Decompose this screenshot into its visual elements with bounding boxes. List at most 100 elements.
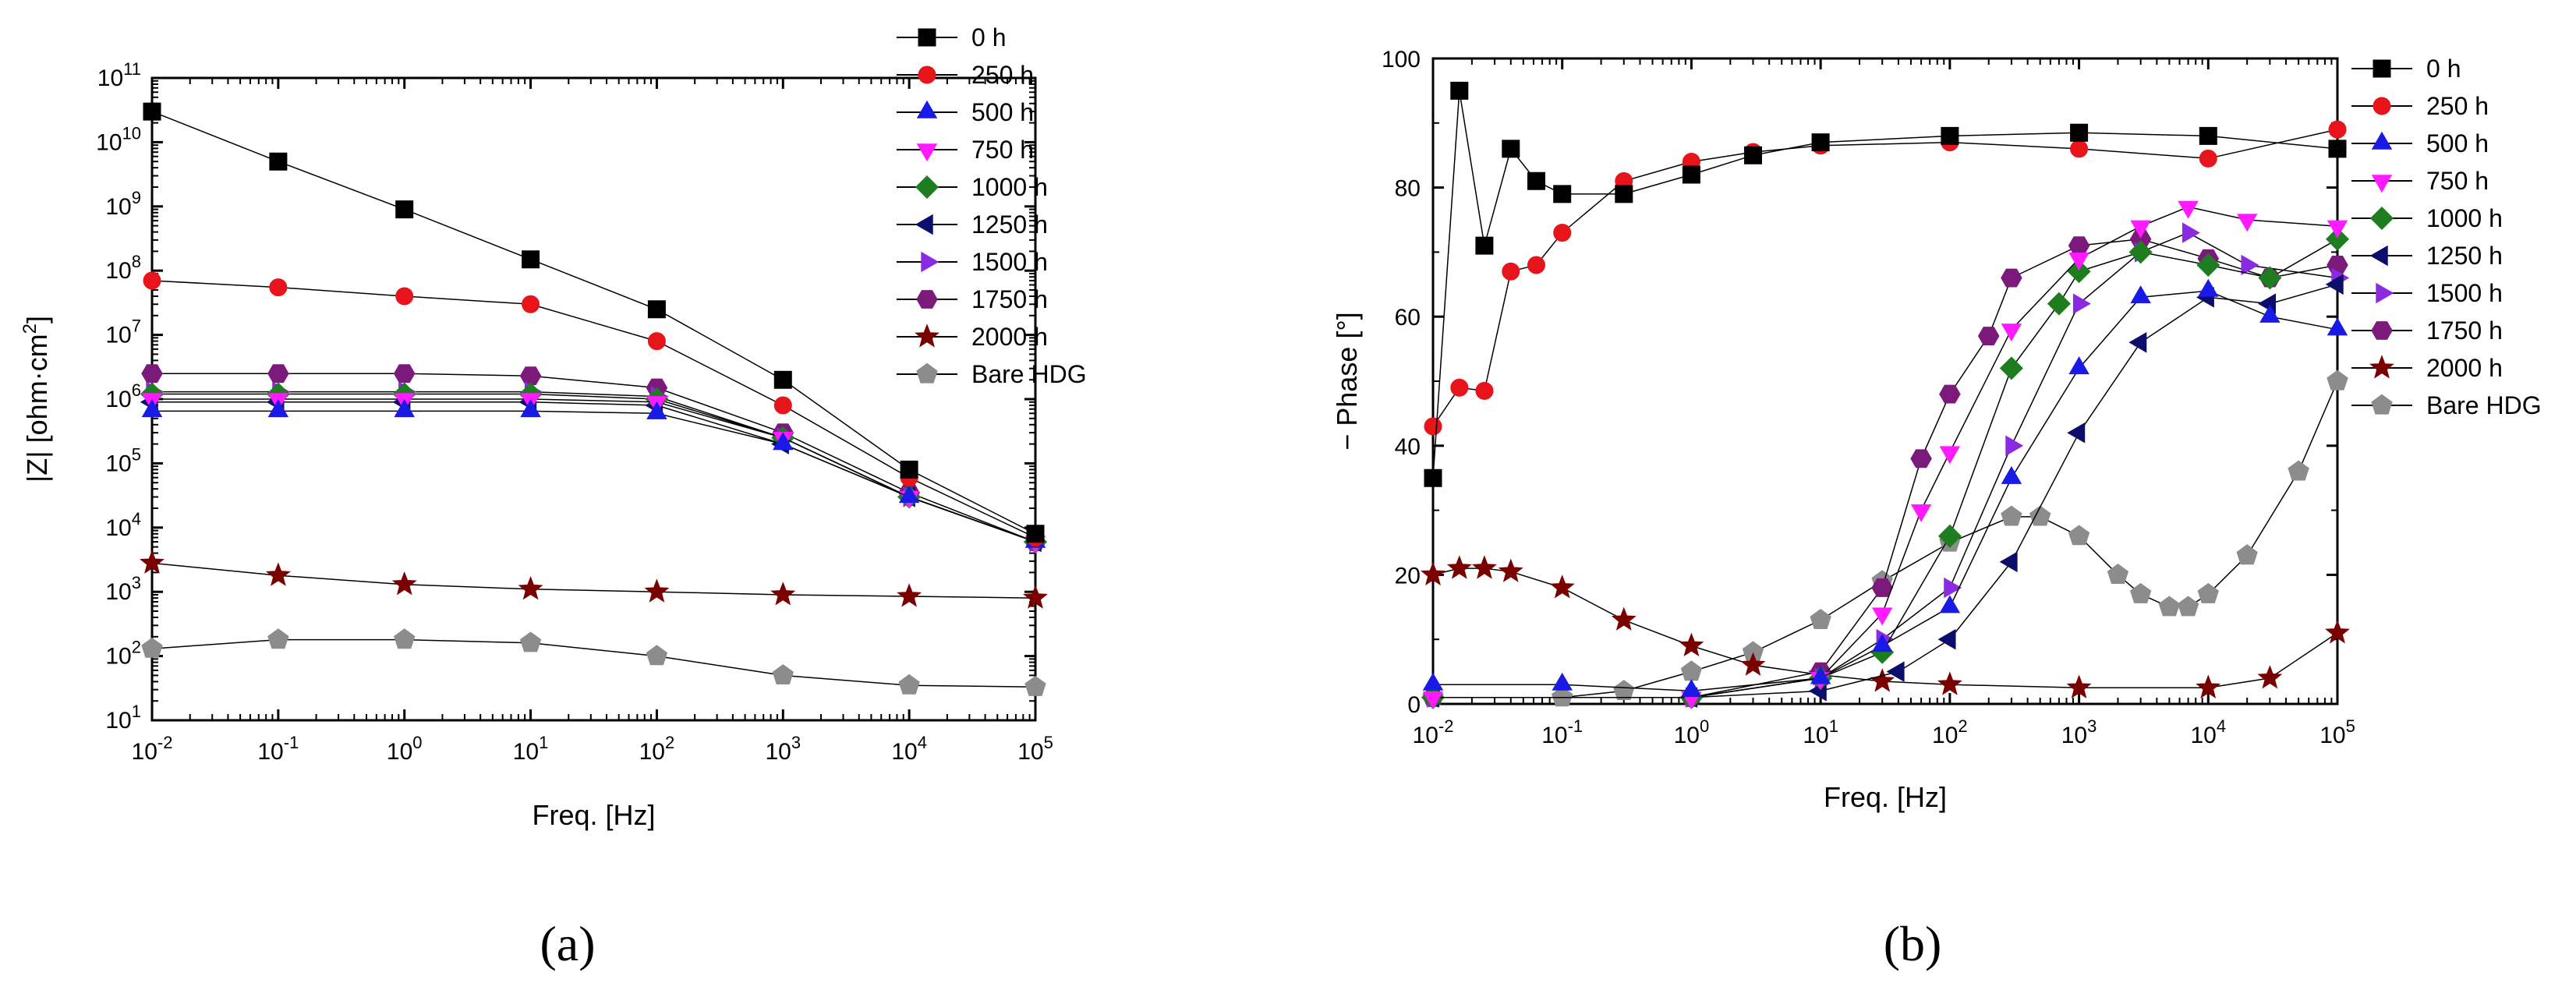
x-tick-label: 103: [765, 733, 801, 765]
data-point: [1471, 555, 1497, 579]
data-point: [770, 582, 796, 606]
data-point: [1910, 449, 1932, 468]
legend-marker: [2373, 59, 2391, 78]
legend-marker: [915, 214, 933, 235]
data-point: [2068, 356, 2089, 375]
data-point: [2067, 260, 2091, 284]
legend-label: 0 h: [2426, 55, 2461, 83]
legend-label: 2000 h: [971, 323, 1048, 351]
data-point: [1939, 446, 1961, 465]
series-line: [151, 562, 1036, 599]
y-tick-label: 106: [105, 380, 141, 412]
legend-marker: [918, 28, 936, 47]
x-tick-label: 101: [513, 733, 549, 765]
legend-marker: [916, 143, 938, 162]
data-point: [2070, 140, 2089, 158]
data-point: [1910, 504, 1932, 522]
x-axis-label: Freq. [Hz]: [532, 799, 655, 831]
x-tick-label: 103: [2061, 716, 2097, 748]
legend-marker: [915, 324, 939, 348]
legend-label: 1750 h: [971, 285, 1048, 313]
data-point: [394, 628, 416, 649]
data-point: [1446, 555, 1472, 579]
legend-label: Bare HDG: [971, 360, 1087, 388]
data-point: [1615, 185, 1633, 203]
legend-label: 0 h: [971, 23, 1006, 51]
series-line: [1432, 90, 2338, 479]
legend-marker: [916, 362, 938, 384]
data-point: [1450, 378, 1469, 397]
series-group: [1421, 81, 2350, 709]
data-point: [1999, 551, 2018, 573]
legend-label: 250 h: [2426, 92, 2489, 120]
data-point: [646, 645, 668, 666]
legend: 0 h 250 h 500 h 750 h 1000 h 1250 h 1500 h 1750…: [2351, 55, 2542, 419]
data-point: [773, 370, 792, 389]
panel-caption: (b): [1884, 916, 1942, 971]
data-point: [2128, 332, 2147, 353]
data-point: [1422, 691, 1444, 709]
legend-marker: [2369, 206, 2394, 231]
legend-label: 500 h: [971, 98, 1034, 126]
y-tick-label: 103: [105, 573, 141, 605]
data-point: [647, 332, 666, 351]
data-point: [519, 631, 542, 652]
series-line: [1433, 206, 2338, 698]
data-point: [1552, 672, 1573, 691]
y-tick-label: 100: [1382, 47, 1421, 72]
data-point: [2259, 304, 2281, 323]
data-point: [1682, 165, 1700, 184]
series-line: [152, 373, 1036, 543]
data-point: [1498, 558, 1523, 582]
data-point: [2196, 674, 2221, 698]
legend-label: 1250 h: [2426, 242, 2503, 270]
y-tick-label: 1011: [97, 59, 141, 91]
data-point: [1421, 561, 1445, 586]
x-tick-label: 105: [2319, 716, 2355, 748]
data-point: [2001, 268, 2022, 288]
data-point: [773, 432, 794, 451]
data-point: [267, 628, 289, 649]
data-point: [1937, 524, 1962, 548]
legend-label: 500 h: [2426, 129, 2489, 157]
x-tick-label: 10-1: [1541, 716, 1583, 748]
legend-label: 1250 h: [971, 210, 1048, 239]
data-point: [2236, 214, 2258, 232]
data-point: [2199, 126, 2217, 145]
data-point: [391, 571, 417, 596]
data-point: [395, 287, 414, 306]
data-point: [2328, 140, 2347, 158]
data-point: [267, 399, 289, 418]
data-point: [1740, 652, 1766, 676]
data-point: [2066, 674, 2092, 698]
data-point: [2328, 120, 2347, 139]
data-point: [2288, 460, 2309, 481]
x-tick-label: 100: [1674, 716, 1710, 748]
data-point: [2130, 582, 2152, 603]
data-point: [772, 664, 794, 684]
data-point: [1871, 634, 1893, 652]
y-tick-label: 108: [105, 252, 141, 284]
x-tick-label: 100: [387, 733, 423, 765]
data-point: [2197, 582, 2219, 603]
series-line: [1432, 129, 2338, 427]
legend-marker: [2369, 245, 2388, 267]
data-point: [393, 364, 416, 384]
data-point: [2325, 274, 2344, 295]
data-point: [1681, 679, 1702, 698]
data-point: [644, 578, 670, 603]
data-point: [1871, 607, 1893, 626]
x-tick-label: 10-2: [1413, 716, 1454, 748]
panel-caption: (a): [540, 916, 595, 971]
data-point: [2068, 525, 2090, 546]
data-point: [267, 364, 289, 384]
data-point: [2068, 236, 2090, 256]
x-tick-label: 102: [1932, 716, 1968, 748]
data-point: [2327, 317, 2348, 336]
data-point: [2178, 200, 2199, 219]
data-point: [2236, 544, 2258, 565]
data-point: [2241, 254, 2259, 276]
data-point: [1871, 578, 1893, 597]
legend-label: 750 h: [971, 136, 1034, 164]
legend-marker: [2369, 355, 2394, 379]
